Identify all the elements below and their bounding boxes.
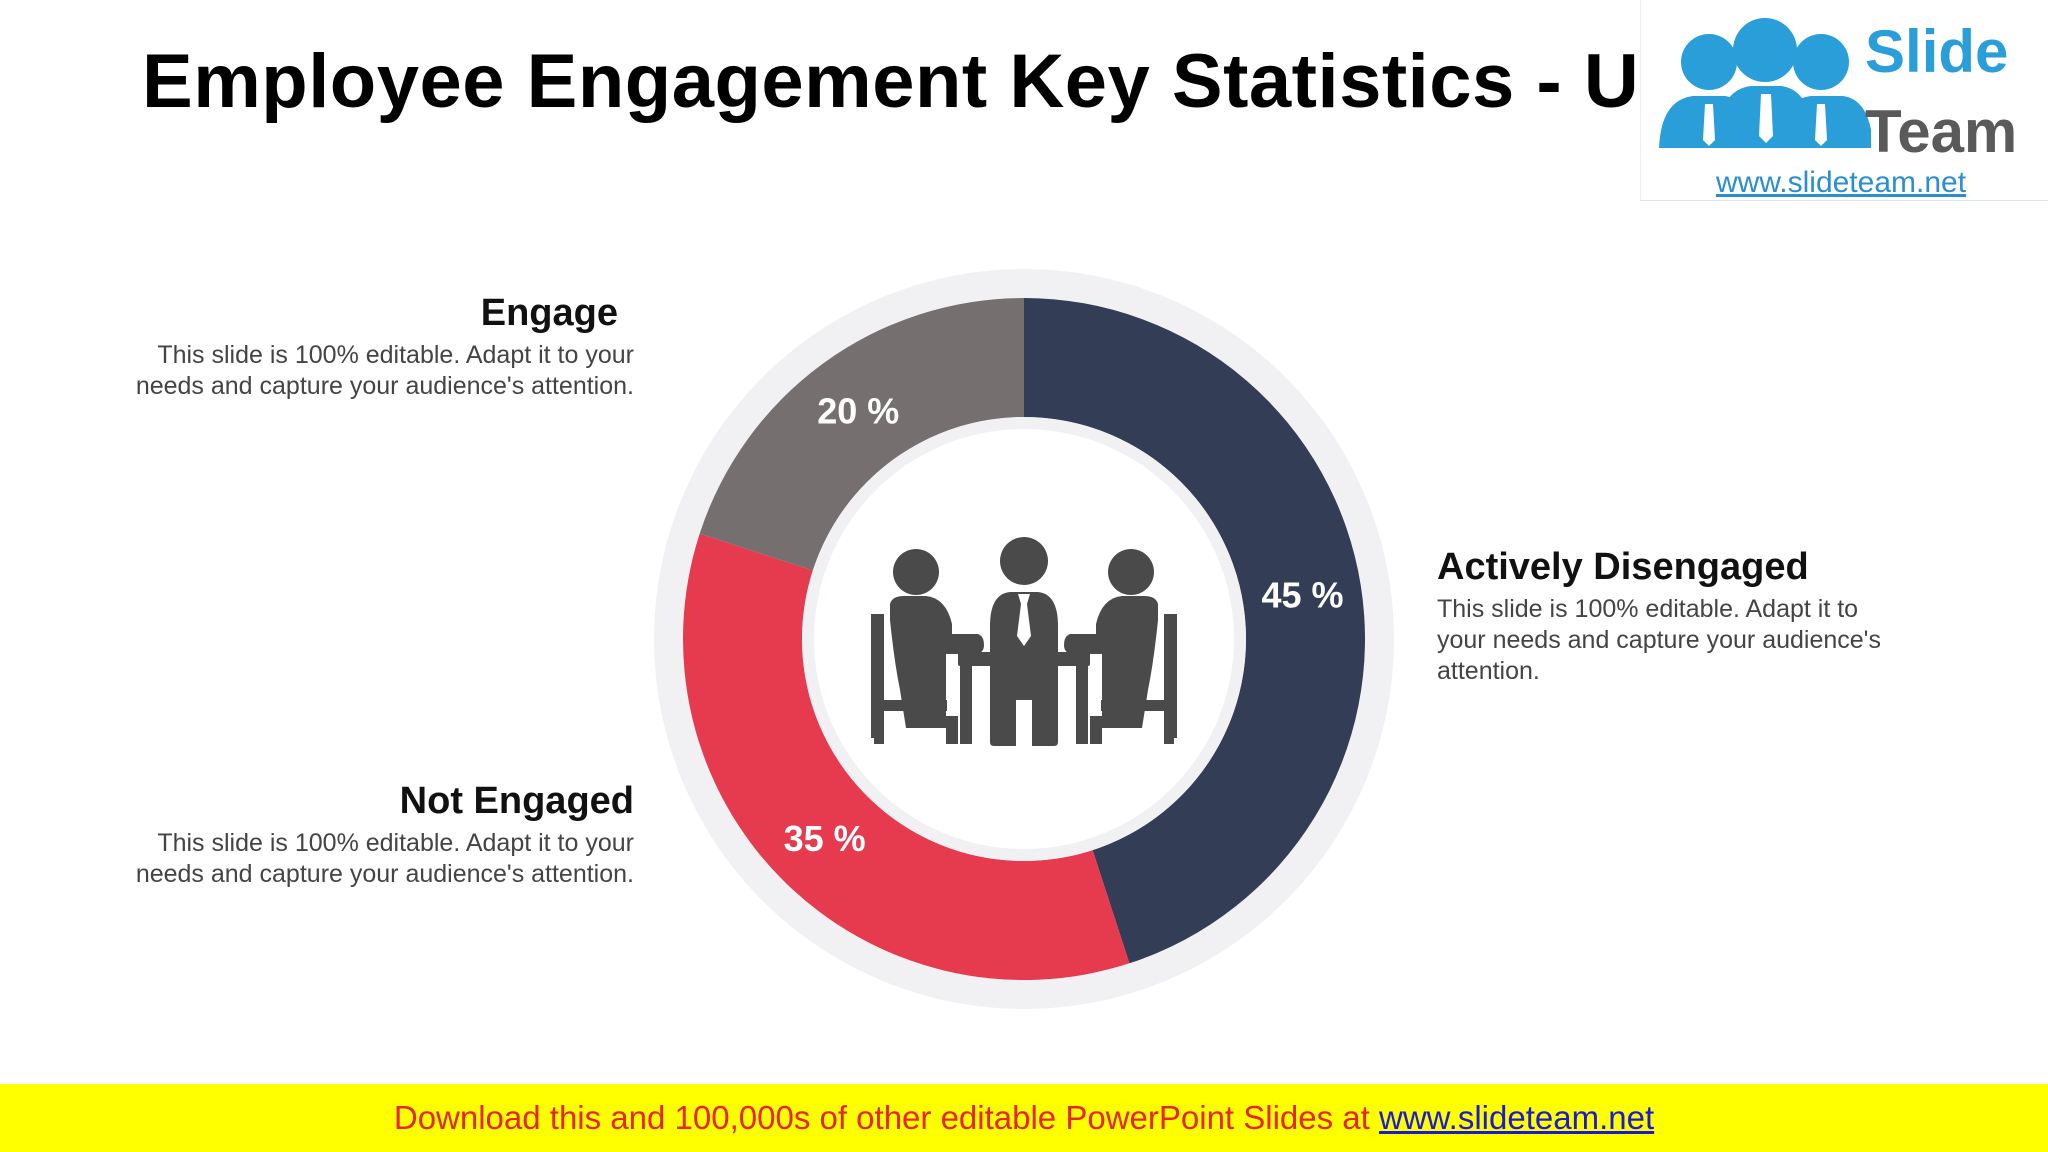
- segment-value-label: 20 %: [817, 390, 899, 431]
- actively-disengaged-description: This slide is 100% editable. Adapt it to…: [1437, 595, 1881, 685]
- actively-disengaged-label-block: Actively Disengaged This slide is 100% e…: [1437, 544, 1937, 687]
- donut-segment-not-engaged: [683, 533, 1130, 980]
- segment-value-label: 35 %: [784, 818, 866, 859]
- download-banner: Download this and 100,000s of other edit…: [0, 1084, 2048, 1152]
- not-engaged-label-block: Not Engaged This slide is 100% editable.…: [134, 778, 634, 890]
- logo-text-slide: Slide: [1865, 18, 2009, 85]
- actively-disengaged-title: Actively Disengaged: [1437, 546, 1809, 588]
- segment-value-label: 45 %: [1261, 574, 1343, 615]
- engage-description: This slide is 100% editable. Adapt it to…: [135, 341, 634, 400]
- logo-url-link[interactable]: www.slideteam.net: [1715, 166, 1967, 199]
- donut-chart: 45 % 35 % 20 %: [654, 269, 1394, 1009]
- engage-label-block: Engage This slide is 100% editable. Adap…: [134, 290, 634, 402]
- page-title: Employee Engagement Key Statistics - US: [142, 39, 1691, 124]
- donut-segments: [683, 298, 1365, 980]
- people-logo-icon: [1659, 18, 1871, 148]
- banner-link[interactable]: www.slideteam.net: [1379, 1099, 1655, 1136]
- donut-segment-engage: [699, 298, 1024, 571]
- engage-title: Engage: [480, 292, 618, 334]
- donut-segment-actively-disengaged: [1024, 298, 1365, 964]
- logo-text-team: Team: [1865, 98, 2018, 165]
- banner-text: Download this and 100,000s of other edit…: [393, 1099, 1379, 1136]
- not-engaged-title: Not Engaged: [399, 780, 634, 822]
- slideteam-logo: Slide Team www.slideteam.net: [1640, 0, 2048, 201]
- segment-value-labels: 45 % 35 % 20 %: [784, 390, 1344, 859]
- not-engaged-description: This slide is 100% editable. Adapt it to…: [135, 829, 634, 888]
- business-meeting-icon: [871, 537, 1177, 746]
